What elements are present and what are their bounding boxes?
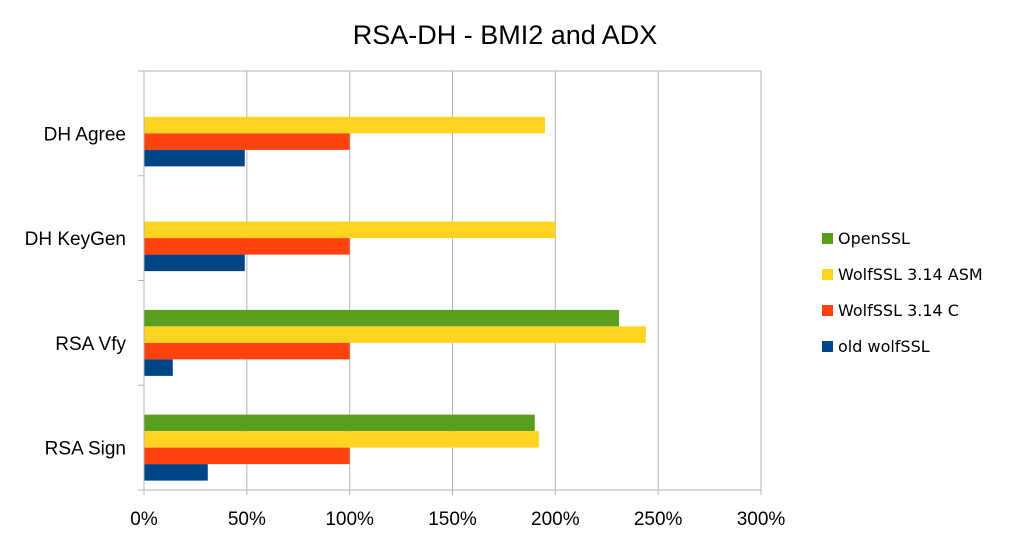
bar	[144, 238, 350, 255]
legend-label: old wolfSSL	[838, 337, 930, 356]
legend-label: WolfSSL 3.14 C	[838, 301, 959, 320]
bar	[144, 254, 245, 272]
bars	[144, 116, 646, 481]
category-label: DH Agree	[44, 124, 126, 145]
x-tick-label: 100%	[325, 509, 374, 530]
bar	[144, 326, 646, 343]
bar	[144, 149, 245, 167]
bar	[144, 414, 535, 432]
bar	[144, 431, 539, 448]
bar	[144, 309, 620, 327]
bar	[144, 133, 350, 150]
bar	[144, 221, 556, 239]
legend-swatch	[822, 341, 833, 352]
legend-label: WolfSSL 3.14 ASM	[838, 265, 983, 284]
legend-label: OpenSSL	[838, 229, 910, 248]
legend-swatch	[822, 305, 833, 316]
x-tick-label: 0%	[130, 509, 158, 530]
bar	[144, 447, 350, 465]
bar	[144, 116, 546, 134]
chart-title: RSA-DH - BMI2 and ADX	[353, 20, 658, 50]
x-tick-label: 150%	[428, 509, 477, 530]
category-label: RSA Sign	[45, 439, 126, 460]
x-tick-label: 200%	[531, 509, 580, 530]
legend-swatch	[822, 233, 833, 244]
legend-swatch	[822, 269, 833, 280]
axes: 0% 50% 100% 150% 200% 250% 300% DH Agree DH KeyG…	[25, 70, 786, 530]
bar	[144, 342, 350, 360]
category-label: DH KeyGen	[25, 229, 126, 250]
x-tick-label: 50%	[228, 509, 266, 530]
bar	[144, 464, 208, 481]
x-tick-label: 250%	[634, 509, 683, 530]
legend: OpenSSL WolfSSL 3.14 ASM WolfSSL 3.14 C old…	[822, 229, 983, 356]
x-tick-label: 300%	[737, 509, 786, 530]
bar	[144, 359, 173, 376]
category-label: RSA Vfy	[55, 334, 126, 355]
